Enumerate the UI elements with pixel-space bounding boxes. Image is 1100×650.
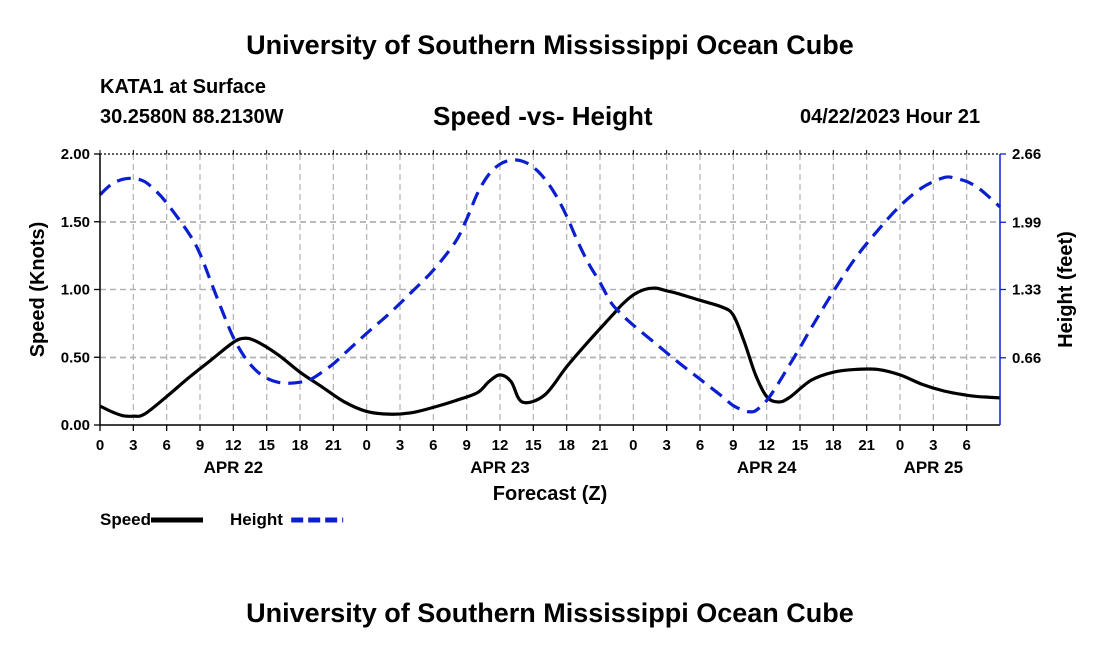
y2-axis-title: Height (feet) [1055,231,1077,348]
x-tick-label: 21 [592,437,609,454]
station-coordinates: 30.2580N 88.2130W [100,106,284,128]
grid [100,154,1000,425]
x-tick-label: 18 [825,437,842,454]
x-tick-label: 6 [962,437,970,454]
y-tick-label: 0.00 [61,417,90,434]
x-tick-label: 15 [258,437,275,454]
x-tick-label: 12 [758,437,775,454]
chart-subtitle: Speed -vs- Height [433,101,653,131]
y-tick-label: 1.00 [61,282,90,299]
x-tick-label: 9 [462,437,470,454]
x-tick-label: 0 [96,437,104,454]
y2-tick-label: 2.66 [1012,146,1041,163]
x-tick-label: 18 [558,437,575,454]
y2-tick-label: 0.66 [1012,350,1041,367]
x-tick-label: 18 [292,437,309,454]
page-title: University of Southern Mississippi Ocean… [246,30,854,60]
series-line-height [98,158,1002,414]
date-label: APR 24 [737,458,797,477]
series-layer [98,158,1002,418]
x-tick-label: 12 [225,437,242,454]
date-label: APR 25 [904,458,964,477]
y2-tick-label: 1.33 [1012,282,1041,299]
legend: Speed Height [100,510,344,529]
forecast-datetime: 04/22/2023 Hour 21 [800,106,981,128]
x-tick-label: 9 [196,437,204,454]
y-axis-title: Speed (Knots) [27,222,49,358]
axes: 0 3 6 9 12 15 18 21 0 3 6 9 12 15 18 21 0 3 6 9 12 15 18 21 0 3 6 A… [27,146,1077,505]
x-tick-label: 3 [396,437,404,454]
x-tick-label: 15 [525,437,542,454]
date-label: APR 23 [470,458,530,477]
x-tick-label: 3 [662,437,670,454]
y-tick-label: 0.50 [61,349,90,366]
x-tick-label: 0 [629,437,637,454]
legend-label-speed: Speed [100,510,151,529]
x-tick-label: 0 [362,437,370,454]
x-tick-label: 6 [429,437,437,454]
series-line-speed [99,286,1001,418]
x-tick-label: 9 [729,437,737,454]
x-tick-label: 12 [492,437,509,454]
x-axis-title: Forecast (Z) [493,483,607,505]
x-tick-label: 15 [792,437,809,454]
y2-tick-label: 1.99 [1012,214,1041,231]
x-tick-label: 6 [162,437,170,454]
y-tick-label: 1.50 [61,214,90,231]
x-tick-label: 6 [696,437,704,454]
legend-label-height: Height [230,510,283,529]
station-label: KATA1 at Surface [100,76,266,98]
x-tick-label: 21 [325,437,342,454]
y-tick-label: 2.00 [61,146,90,163]
footer-title: University of Southern Mississippi Ocean… [246,598,854,628]
x-tick-label: 21 [858,437,875,454]
x-tick-label: 0 [896,437,904,454]
x-tick-label: 3 [929,437,937,454]
x-tick-label: 3 [129,437,137,454]
date-label: APR 22 [204,458,264,477]
